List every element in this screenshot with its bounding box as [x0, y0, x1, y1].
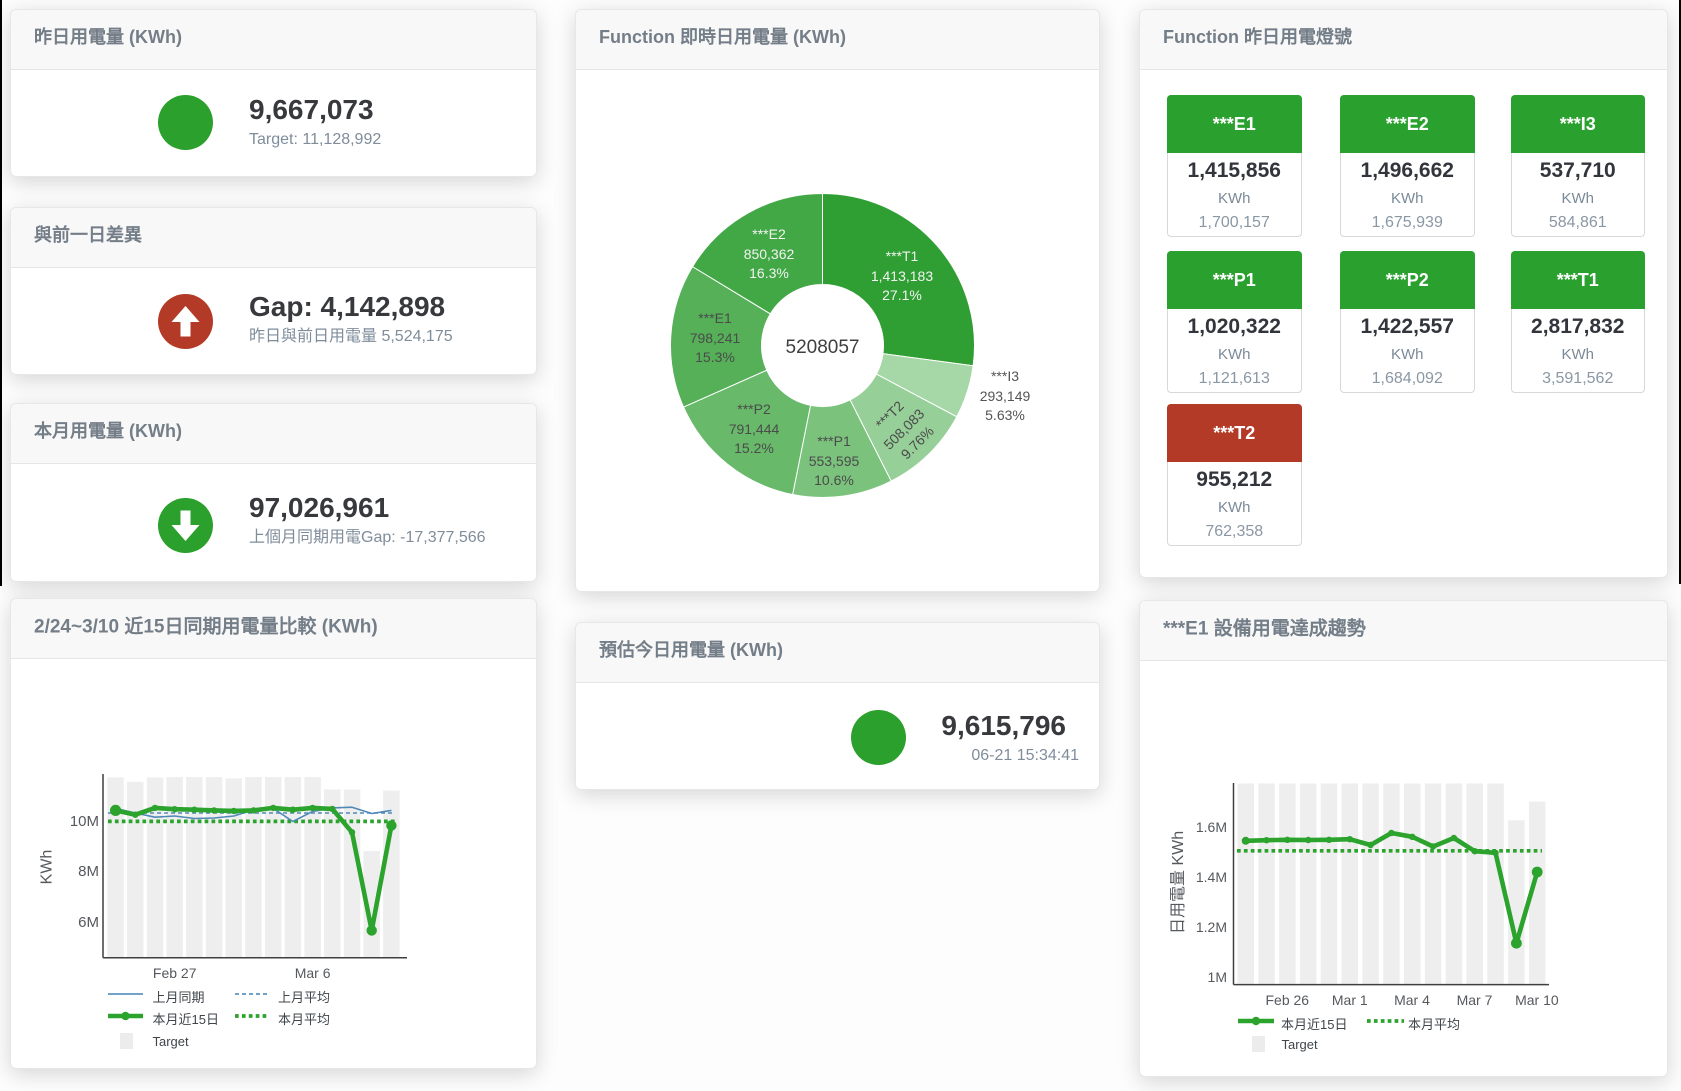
svg-text:1.2M: 1.2M [1196, 919, 1227, 935]
svg-text:1.6M: 1.6M [1196, 819, 1227, 835]
svg-text:Mar 7: Mar 7 [1457, 992, 1493, 1008]
svg-text:Feb 26: Feb 26 [1266, 992, 1310, 1008]
svg-text:KWh: KWh [39, 850, 56, 885]
svg-text:5208057: 5208057 [786, 337, 860, 358]
svg-text:Mar 1: Mar 1 [1332, 992, 1368, 1008]
svg-text:Mar 6: Mar 6 [295, 965, 331, 981]
svg-text:6M: 6M [78, 914, 99, 931]
svg-text:1.4M: 1.4M [1196, 869, 1227, 885]
svg-text:日用電量 KWh: 日用電量 KWh [1170, 831, 1187, 934]
svg-text:10M: 10M [70, 813, 99, 830]
svg-text:8M: 8M [78, 863, 99, 880]
svg-text:Mar 4: Mar 4 [1394, 992, 1430, 1008]
svg-text:Mar 10: Mar 10 [1515, 992, 1559, 1008]
svg-text:Feb 27: Feb 27 [153, 965, 197, 981]
svg-text:1M: 1M [1208, 969, 1227, 985]
